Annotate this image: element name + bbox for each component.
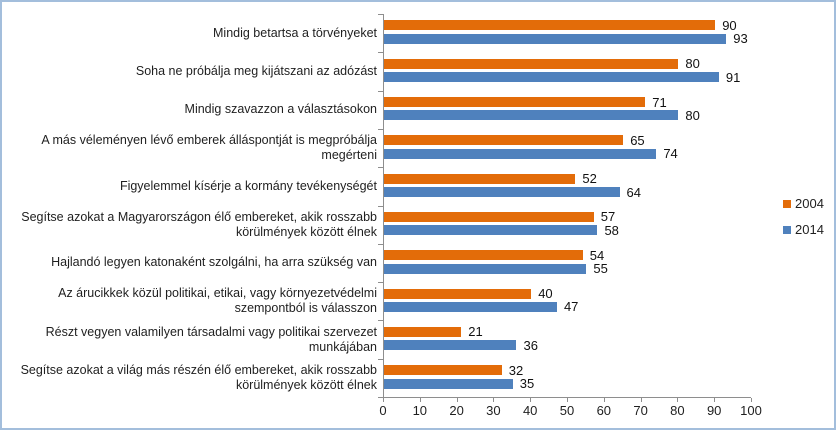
value-label-2014: 93 xyxy=(733,31,748,47)
x-axis-tick xyxy=(530,398,532,402)
category-label: Az árucikkek közül politikai, etikai, va… xyxy=(58,286,377,316)
value-label-2014: 47 xyxy=(563,299,579,315)
category-label: Segítse azokat a világ más részén élő em… xyxy=(20,362,377,392)
value-label-2004: 21 xyxy=(468,324,483,340)
bar-2004 xyxy=(384,173,576,184)
value-label-2004: 57 xyxy=(600,209,616,225)
value-label-2004: 65 xyxy=(630,132,645,148)
y-axis-line xyxy=(383,14,384,397)
x-axis-tick-label: 100 xyxy=(740,403,762,418)
y-axis-tick xyxy=(378,282,383,284)
x-axis-tick xyxy=(640,398,642,402)
y-axis-tick xyxy=(378,90,383,92)
x-axis-tick-label: 70 xyxy=(633,403,648,418)
y-axis-tick xyxy=(378,167,383,169)
x-axis-tick-label: 20 xyxy=(449,403,464,418)
value-label-2004: 71 xyxy=(652,94,667,110)
y-axis-tick xyxy=(378,14,383,15)
category-label: Mindig szavazzon a választásokon xyxy=(184,102,377,117)
x-axis-tick xyxy=(456,398,458,402)
bar-2004 xyxy=(384,135,624,146)
value-label-2004: 52 xyxy=(582,171,597,187)
bar-2014 xyxy=(384,33,727,44)
value-label-2014: 55 xyxy=(593,261,608,277)
legend-swatch-2014-icon xyxy=(783,225,791,234)
value-label-2004: 80 xyxy=(685,56,700,72)
value-label-2014: 91 xyxy=(725,69,741,85)
y-axis-tick xyxy=(378,243,383,245)
x-axis-tick xyxy=(567,398,568,402)
x-axis-tick-label: 30 xyxy=(486,403,501,418)
bar-2014 xyxy=(384,301,557,312)
category-label: Hajlandó legyen katonaként szolgálni, ha… xyxy=(51,255,377,270)
category-label: Részt vegyen valamilyen társadalmi vagy … xyxy=(45,324,377,354)
category-label: Mindig betartsa a törvényeket xyxy=(213,25,377,40)
x-axis-tick xyxy=(383,398,384,402)
x-axis-tick-label: 10 xyxy=(412,403,428,418)
bar-2004 xyxy=(384,250,583,261)
x-axis-line xyxy=(383,397,751,398)
bar-2014 xyxy=(384,110,679,121)
value-label-2014: 74 xyxy=(663,146,678,162)
category-label: Figyelemmel kísérje a kormány tevékenysé… xyxy=(119,178,377,193)
x-axis-tick xyxy=(419,398,421,402)
x-axis-tick-label: 90 xyxy=(706,403,722,418)
legend: 2004 2014 xyxy=(783,196,824,248)
legend-item-2004: 2004 xyxy=(783,196,824,211)
bar-2004 xyxy=(384,326,462,337)
y-axis-tick xyxy=(378,205,383,207)
x-axis-tick xyxy=(603,398,605,402)
value-label-2004: 32 xyxy=(508,362,524,378)
x-axis-tick-label: 50 xyxy=(559,403,575,418)
x-axis-tick-label: 0 xyxy=(379,403,387,418)
value-label-2014: 80 xyxy=(685,107,700,123)
bar-2004 xyxy=(384,288,532,299)
bar-2004 xyxy=(384,97,646,107)
bar-2014 xyxy=(384,187,620,197)
x-axis-tick xyxy=(751,398,752,402)
bar-2004 xyxy=(384,58,679,69)
x-axis-tick xyxy=(493,398,495,402)
y-axis-tick xyxy=(378,358,383,360)
legend-label-2014: 2014 xyxy=(795,222,824,237)
x-axis-tick xyxy=(714,398,716,402)
value-label-2014: 64 xyxy=(626,184,641,200)
bar-2014 xyxy=(384,148,657,159)
x-axis-tick-label: 60 xyxy=(596,403,612,418)
x-axis-tick-label: 80 xyxy=(670,403,685,418)
value-label-2014: 35 xyxy=(519,376,535,391)
legend-swatch-2004-icon xyxy=(783,199,791,208)
value-label-2004: 40 xyxy=(538,286,553,301)
bar-2014 xyxy=(384,340,517,351)
value-label-2004: 90 xyxy=(722,17,737,33)
category-label: Soha ne próbálja meg kijátszani az adózá… xyxy=(135,63,377,78)
y-axis-tick xyxy=(378,397,383,398)
category-label: Segítse azokat a Magyarországon élő embe… xyxy=(21,209,377,239)
bar-2004 xyxy=(384,365,502,376)
y-axis-tick xyxy=(378,320,383,322)
bar-2014 xyxy=(384,225,598,236)
bar-2014 xyxy=(384,72,719,83)
bar-2014 xyxy=(384,263,587,274)
value-label-2014: 58 xyxy=(604,222,619,238)
y-axis-tick xyxy=(378,128,383,130)
category-label: A más véleményen lévő emberek álláspontj… xyxy=(41,133,377,163)
x-axis-tick xyxy=(677,398,679,402)
value-label-2014: 36 xyxy=(523,337,538,353)
bar-2004 xyxy=(384,211,594,222)
value-label-2004: 54 xyxy=(589,247,605,263)
bar-2014 xyxy=(384,378,513,389)
legend-label-2004: 2004 xyxy=(795,196,824,211)
legend-item-2014: 2014 xyxy=(783,222,824,237)
y-axis-tick xyxy=(378,52,383,54)
bar-2004 xyxy=(384,20,716,31)
x-axis-tick-label: 40 xyxy=(522,403,538,418)
